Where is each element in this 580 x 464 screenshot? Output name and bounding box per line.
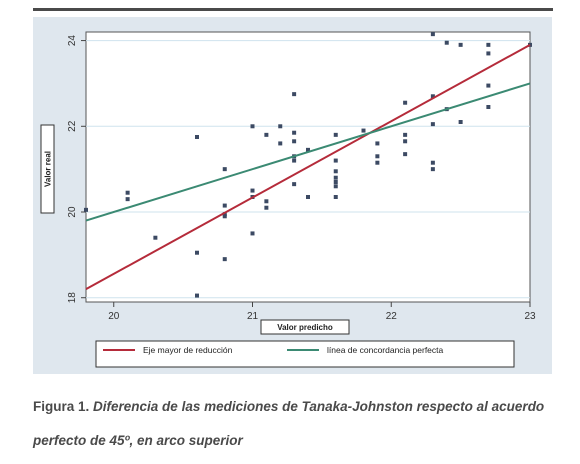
data-point: [403, 139, 408, 144]
data-point: [403, 100, 408, 105]
data-point: [306, 195, 310, 199]
data-point: [292, 158, 297, 163]
data-point: [333, 158, 338, 163]
data-point: [264, 205, 269, 210]
data-point: [333, 132, 338, 137]
data-point: [195, 250, 199, 255]
y-tick-label: 18: [67, 292, 78, 304]
data-point: [486, 51, 491, 56]
figure-caption-text-1: Diferencia de las mediciones de Tanaka-J…: [93, 399, 545, 414]
data-point: [250, 231, 255, 236]
data-point: [430, 122, 435, 127]
data-point: [125, 197, 130, 202]
top-rule: [33, 8, 553, 11]
y-tick-label: 22: [67, 120, 78, 132]
x-tick-label: 20: [108, 311, 120, 322]
data-point: [458, 120, 463, 124]
legend-box: [95, 340, 515, 368]
data-point: [486, 105, 491, 109]
data-point: [430, 94, 435, 99]
data-point: [430, 167, 435, 172]
data-point: [375, 160, 380, 165]
data-point: [278, 124, 283, 129]
data-point: [375, 141, 380, 146]
x-tick-label: 22: [386, 311, 398, 322]
data-point: [292, 182, 297, 187]
data-point: [403, 132, 408, 137]
data-point: [333, 175, 338, 180]
data-point: [306, 147, 310, 152]
data-point: [444, 40, 449, 45]
perfect-agreement-line: [85, 82, 531, 222]
data-point: [195, 135, 199, 139]
x-axis-title: Valor predicho: [277, 323, 333, 332]
x-tick-label: 23: [524, 311, 536, 322]
x-axis-title-box: [260, 319, 350, 335]
data-point: [195, 293, 199, 298]
figure-caption-label: Figura 1.: [33, 399, 90, 414]
data-point: [458, 42, 463, 47]
data-point: [153, 235, 158, 240]
figure-caption-line-1: Figura 1. Diferencia de las mediciones d…: [33, 398, 563, 416]
data-point: [292, 130, 297, 135]
data-point: [361, 128, 366, 133]
data-point: [84, 207, 88, 212]
data-point: [125, 190, 130, 195]
data-point: [333, 169, 338, 174]
data-point: [222, 257, 227, 262]
data-point: [403, 152, 408, 157]
data-point: [375, 154, 380, 159]
data-point: [430, 160, 435, 165]
y-axis-title-box: [40, 124, 55, 214]
scatter-chart: 18 20 22 24 20 21 22 23 Valor real Valor predicho…: [40, 31, 536, 368]
legend-label-red: Eje mayor de reducción: [143, 345, 233, 355]
y-axis-title: Valor real: [44, 151, 53, 187]
y-tick-label: 24: [67, 35, 78, 47]
data-point: [486, 42, 491, 47]
figure-caption-text-2: perfecto de 45º, en arco superior: [33, 433, 243, 448]
data-point: [292, 92, 297, 97]
data-point: [222, 212, 227, 217]
data-point: [278, 141, 283, 146]
data-point: [250, 188, 255, 193]
x-tick-label: 21: [247, 311, 259, 322]
data-point: [486, 83, 491, 88]
figure-panel: 18 20 22 24 20 21 22 23 Valor real Valor predicho…: [33, 17, 552, 374]
data-point: [264, 199, 269, 204]
data-point: [222, 214, 227, 219]
figure-caption-line-2: perfecto de 45º, en arco superior: [33, 432, 563, 450]
reduced-major-axis-line: [85, 43, 531, 291]
data-point: [250, 124, 255, 129]
y-tick-label: 20: [67, 206, 78, 218]
data-point: [264, 132, 269, 137]
data-point: [292, 139, 297, 144]
data-point: [333, 184, 338, 189]
legend-label-green: línea de concordancia perfecta: [327, 345, 444, 355]
data-point: [222, 203, 227, 208]
data-point: [333, 180, 338, 184]
data-point: [430, 32, 435, 37]
data-point: [333, 195, 338, 199]
data-point: [222, 167, 227, 172]
